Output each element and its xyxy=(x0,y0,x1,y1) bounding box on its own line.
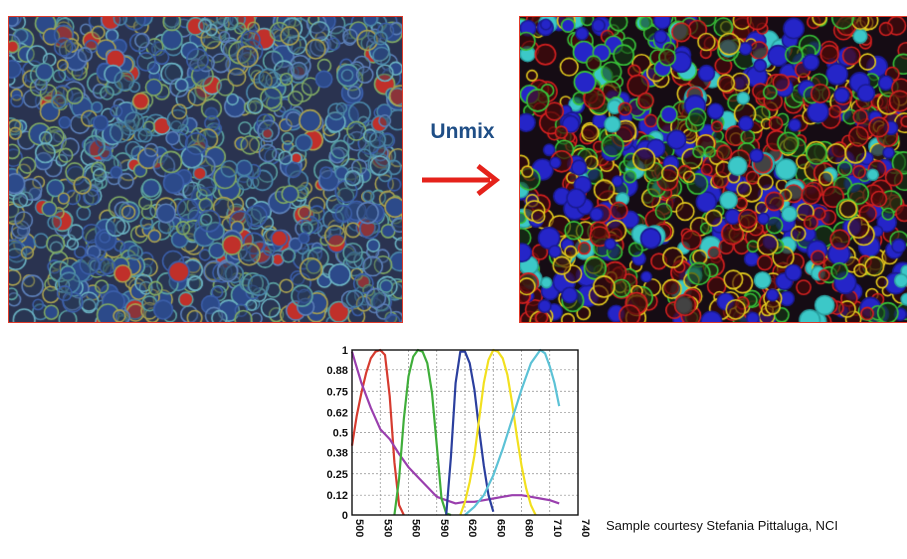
spectrum-line-4 xyxy=(445,350,495,516)
sample-credit: Sample courtesy Stefania Pittaluga, NCI xyxy=(606,518,838,533)
x-tick-label: 560 xyxy=(410,519,422,537)
x-tick-label: 740 xyxy=(579,519,591,537)
x-tick-label: 710 xyxy=(551,519,563,537)
plot-frame xyxy=(351,349,579,516)
unmixed-fluorescence-image xyxy=(519,16,907,323)
unmix-label: Unmix xyxy=(430,120,495,143)
y-tick-label: 0.5 xyxy=(333,428,348,440)
spectrum-line-6 xyxy=(464,348,561,516)
y-tick-label: 0.12 xyxy=(327,490,348,502)
y-tick-label: 0.62 xyxy=(327,408,348,420)
mixed-fluorescence-image xyxy=(8,16,403,323)
spectrum-line-1 xyxy=(350,348,405,516)
spectrum-line-2 xyxy=(350,351,560,505)
x-tick-label: 590 xyxy=(438,519,450,537)
x-tick-label: 650 xyxy=(494,519,506,537)
y-tick-label: 0.38 xyxy=(327,447,348,459)
y-tick-label: 0.75 xyxy=(327,386,348,398)
spectrum-line-3 xyxy=(393,348,452,517)
y-tick-label: 0.88 xyxy=(327,365,348,377)
spectrum-line-5 xyxy=(459,348,537,516)
right-arrow-icon xyxy=(422,164,501,196)
y-tick-label: 1 xyxy=(342,345,348,357)
x-tick-label: 530 xyxy=(381,519,393,537)
x-tick-label: 620 xyxy=(466,519,478,537)
y-tick-label: 0 xyxy=(342,510,348,522)
x-tick-label: 680 xyxy=(523,519,535,537)
x-tick-label: 500 xyxy=(353,519,365,537)
emission-spectra-chart: 0 0.12 0.25 0.38 0.5 0.62 0.75 0.88 1 500 530 560 59… xyxy=(312,340,592,554)
y-tick-label: 0.25 xyxy=(327,469,348,481)
